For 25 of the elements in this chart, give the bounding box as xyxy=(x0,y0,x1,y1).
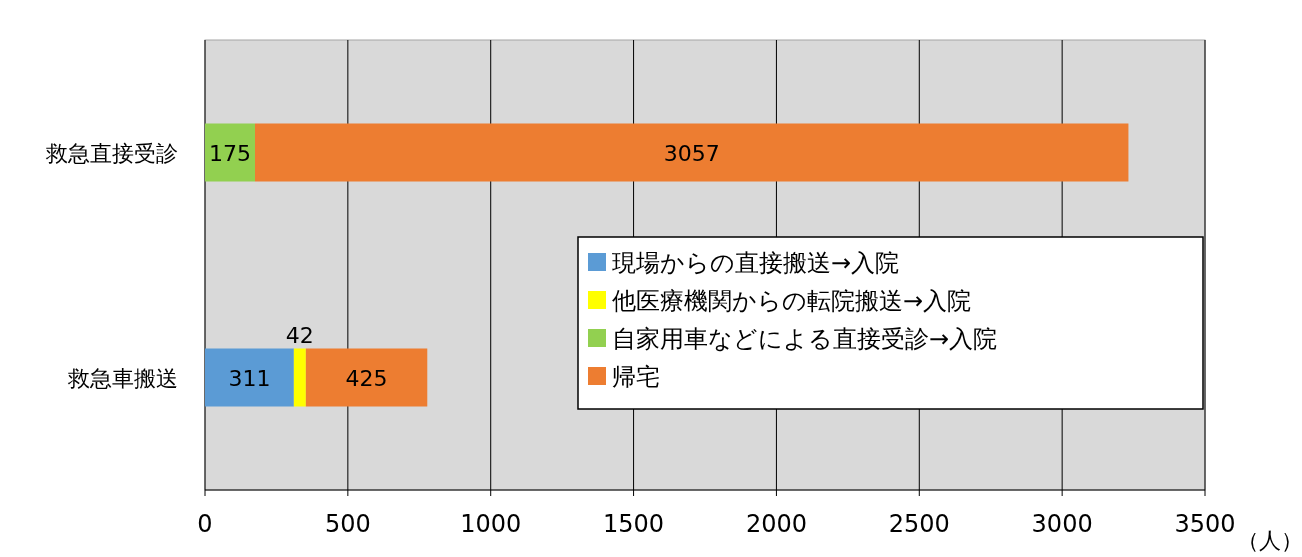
bar xyxy=(305,348,428,407)
y-tick-label: 救急車搬送 xyxy=(67,365,178,391)
data-label: 42 xyxy=(285,322,314,348)
legend-label: 帰宅 xyxy=(612,363,660,391)
data-label: 311 xyxy=(228,365,271,391)
data-label: 175 xyxy=(209,140,251,166)
bar xyxy=(255,123,1129,182)
x-tick-label: 2500 xyxy=(888,510,950,538)
legend-label: 現場からの直接搬送→入院 xyxy=(612,249,900,277)
x-tick-label: 2000 xyxy=(745,510,807,538)
x-tick-label: 3000 xyxy=(1031,510,1093,538)
x-tick-label: 500 xyxy=(324,510,371,538)
bar xyxy=(293,348,306,407)
x-tick-label: 0 xyxy=(197,510,213,538)
legend-label: 他医療機関からの転院搬送→入院 xyxy=(612,287,972,315)
x-axis-title: （人） xyxy=(1237,528,1302,553)
data-label: 3057 xyxy=(663,140,720,166)
legend-label: 自家用車などによる直接受診→入院 xyxy=(612,325,998,353)
bar xyxy=(205,348,294,407)
y-tick-label: 救急直接受診 xyxy=(45,140,178,166)
data-label: 425 xyxy=(345,365,388,391)
x-tick-label: 1500 xyxy=(603,510,665,538)
x-tick-label: 1000 xyxy=(460,510,522,538)
x-tick-label: 3500 xyxy=(1174,510,1236,538)
bar xyxy=(205,123,255,182)
